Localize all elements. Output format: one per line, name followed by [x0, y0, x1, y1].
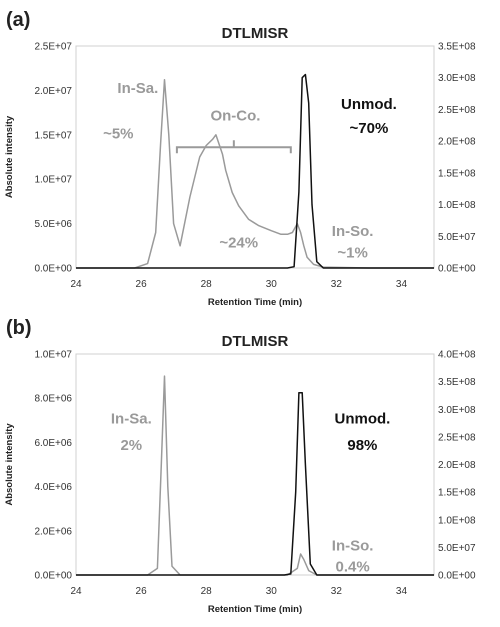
y-tick-label-right: 0.0E+00	[438, 264, 476, 275]
y-tick-label-right: 3.5E+08	[438, 42, 476, 53]
plot-area-frame	[75, 353, 435, 576]
y-tick-label-left: 2.0E+07	[34, 86, 72, 97]
annotation-label: 0.4%	[336, 559, 370, 576]
y-tick-label-right: 3.0E+08	[438, 405, 476, 416]
y-tick-label-right: 2.0E+08	[438, 137, 476, 148]
y-tick-label-left: 4.0E+06	[34, 482, 72, 493]
chart-panel-a: (a) DTLMISR 0.0E+00 5.0E+06 1.0E+07 1.5E+07 2.…	[4, 9, 476, 308]
chart-title: DTLMISR	[222, 333, 289, 350]
y-tick-label-left: 0.0E+00	[34, 264, 72, 275]
annotation-label: 2%	[120, 437, 142, 454]
x-tick-label: 24	[70, 279, 82, 290]
y-tick-label-right: 3.5E+08	[438, 377, 476, 388]
chart-panel-b: (b) DTLMISR 0.0E+00 2.0E+06 4.0E+06 6.0E+06 8.…	[4, 317, 476, 615]
x-tick-label: 34	[396, 586, 408, 597]
y-tick-label-right: 2.0E+08	[438, 460, 476, 471]
y-tick-label-left: 1.0E+07	[34, 175, 72, 186]
y-tick-label-right: 0.0E+00	[438, 571, 476, 582]
trace-modified	[76, 78, 434, 269]
y-tick-label-left: 2.0E+06	[34, 526, 72, 537]
y-tick-label-right: 3.0E+08	[438, 73, 476, 84]
annotation-label: ~70%	[350, 120, 389, 137]
x-tick-label: 26	[136, 279, 148, 290]
y-axis-label: Absolute intensity	[4, 115, 15, 198]
annotation-label: Unmod.	[334, 411, 390, 428]
annotation-label: ~24%	[219, 235, 258, 252]
x-tick-label: 24	[70, 586, 82, 597]
panel-label: (b)	[6, 317, 32, 339]
y-tick-label-right: 5.0E+07	[438, 232, 476, 243]
x-tick-label: 26	[136, 586, 148, 597]
y-tick-label-left: 0.0E+00	[34, 571, 72, 582]
x-axis-label: Retention Time (min)	[208, 604, 302, 615]
y-tick-label-left: 6.0E+06	[34, 438, 72, 449]
trace-unmodified	[76, 73, 434, 269]
annotation-label: Unmod.	[341, 96, 397, 113]
y-tick-label-right: 1.5E+08	[438, 488, 476, 499]
annotation-label: In-Sa.	[117, 80, 158, 97]
y-tick-label-right: 1.5E+08	[438, 168, 476, 179]
x-tick-label: 32	[331, 279, 343, 290]
x-tick-label: 28	[201, 279, 213, 290]
x-tick-label: 28	[201, 586, 213, 597]
y-tick-label-left: 8.0E+06	[34, 394, 72, 405]
on-column-bracket	[175, 140, 292, 154]
annotation-label: In-So.	[332, 538, 374, 555]
y-tick-label-right: 1.0E+08	[438, 200, 476, 211]
y-tick-label-left: 2.5E+07	[34, 42, 72, 53]
trace-unmodified	[76, 391, 434, 576]
y-tick-label-right: 1.0E+08	[438, 515, 476, 526]
y-tick-label-right: 4.0E+08	[438, 350, 476, 361]
x-axis-label: Retention Time (min)	[208, 297, 302, 308]
y-axis-label: Absolute intensity	[4, 423, 15, 506]
x-tick-label: 34	[396, 279, 408, 290]
annotation-label: 98%	[347, 437, 377, 454]
y-tick-label-right: 5.0E+07	[438, 543, 476, 554]
chart-title: DTLMISR	[222, 25, 289, 42]
y-tick-label-left: 1.0E+07	[34, 350, 72, 361]
y-tick-label-left: 1.5E+07	[34, 130, 72, 141]
y-tick-label-right: 2.5E+08	[438, 105, 476, 116]
y-tick-label-left: 5.0E+06	[34, 219, 72, 230]
annotation-label: ~1%	[337, 244, 367, 261]
annotation-label: On-Co.	[210, 108, 260, 125]
panel-label: (a)	[6, 9, 30, 31]
annotation-label: In-Sa.	[111, 411, 152, 428]
x-tick-label: 30	[266, 586, 278, 597]
y-tick-label-right: 2.5E+08	[438, 432, 476, 443]
x-tick-label: 30	[266, 279, 278, 290]
annotation-label: In-So.	[332, 223, 374, 240]
trace-modified	[76, 375, 434, 576]
annotation-label: ~5%	[103, 125, 133, 142]
x-tick-label: 32	[331, 586, 343, 597]
